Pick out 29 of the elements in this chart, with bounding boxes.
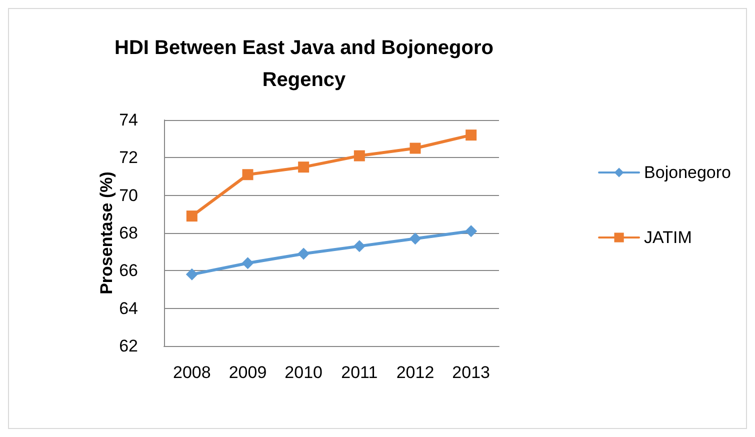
x-tick-label: 2012	[396, 363, 434, 382]
point	[186, 210, 198, 222]
point	[298, 248, 310, 260]
x-tick-label: 2009	[228, 363, 267, 382]
point	[242, 257, 254, 270]
y-axis-title: Prosentase (%)	[97, 172, 116, 294]
y-tick-label: 68	[119, 224, 138, 242]
legend-label: Bojonegoro	[644, 163, 732, 182]
point	[242, 169, 254, 180]
x-tick-label: 2013	[452, 363, 490, 382]
point	[409, 232, 422, 245]
y-tick-label: 72	[119, 148, 138, 168]
y-tick-label: 66	[119, 261, 138, 280]
point	[465, 225, 478, 238]
point	[354, 150, 365, 162]
chart-title: HDI Between East Java and Bojonegoro Regency	[114, 37, 494, 91]
x-tick-label: 2010	[284, 363, 322, 382]
point	[353, 240, 366, 252]
y-tick-label: 64	[119, 298, 138, 318]
y-tick-label: 70	[119, 186, 138, 205]
point	[410, 142, 421, 154]
point	[186, 268, 198, 280]
y-tick-label: 74	[119, 110, 138, 130]
point	[298, 162, 310, 173]
x-tick-label: 2008	[173, 363, 211, 382]
point	[466, 130, 477, 141]
y-tick-label: 62	[119, 336, 138, 356]
x-tick-label: 2011	[341, 363, 378, 382]
legend-label: JATIM	[644, 228, 692, 247]
